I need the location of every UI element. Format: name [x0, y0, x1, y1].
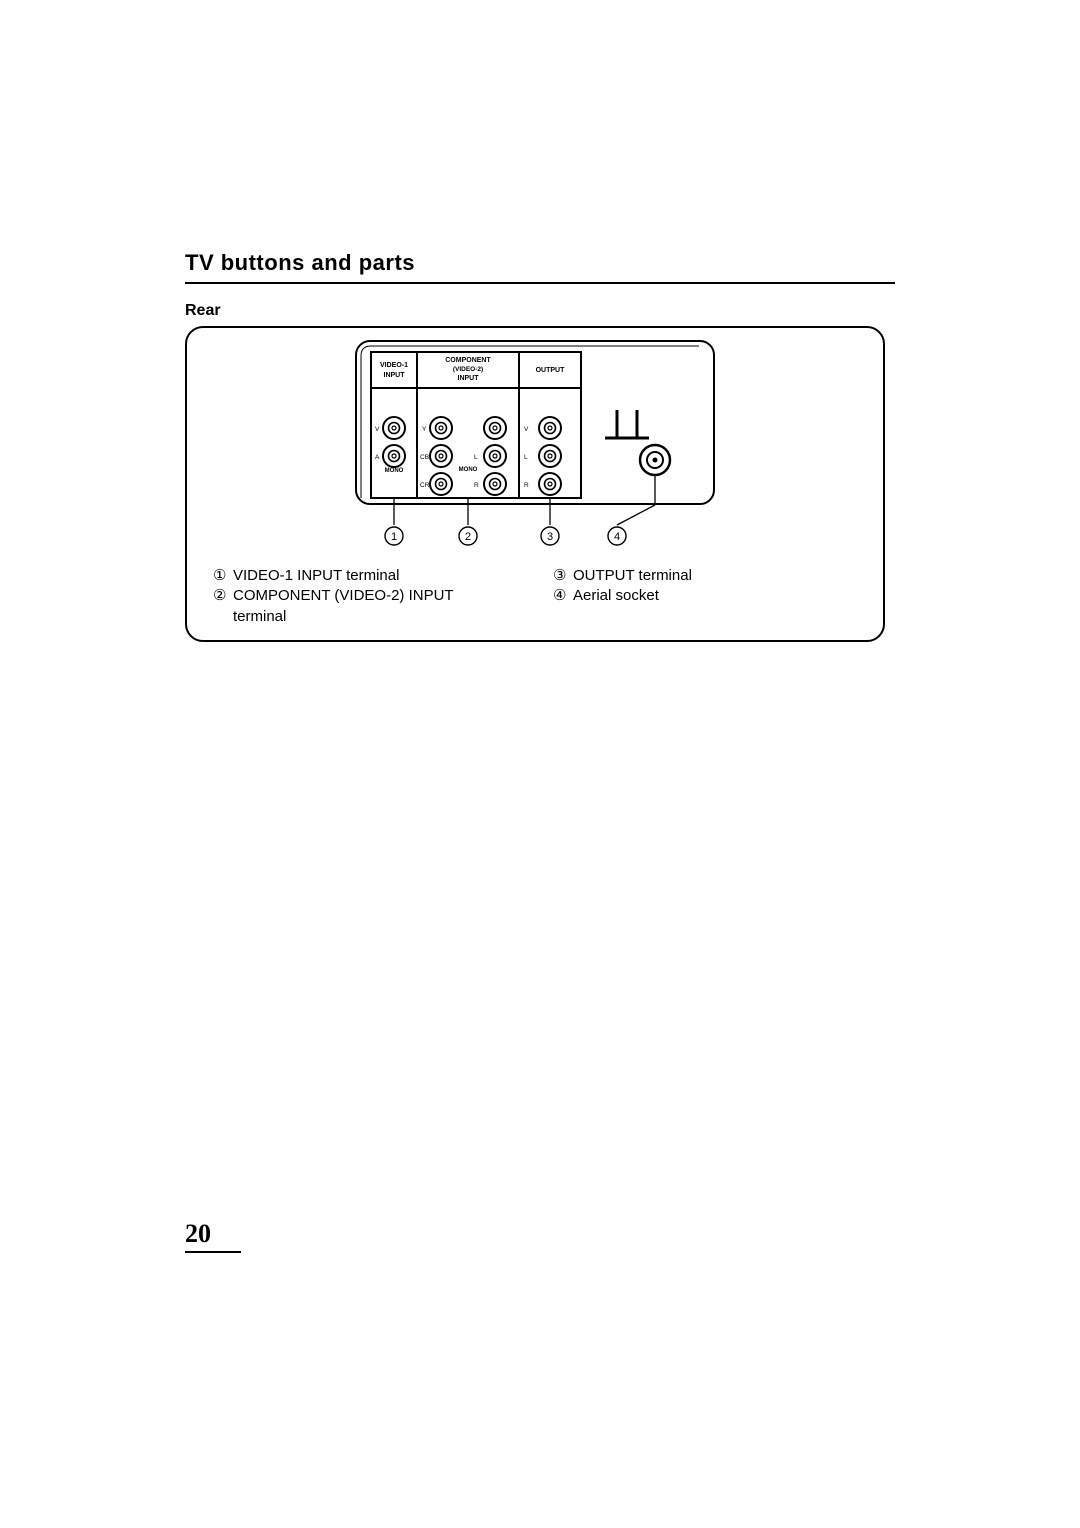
antenna-symbol-icon	[605, 410, 649, 438]
hdr-video1-l2: INPUT	[384, 372, 406, 379]
lbl-c2-mono: MONO	[459, 467, 478, 473]
page-content: TV buttons and parts Rear VIDEO-1 INPUT …	[185, 250, 895, 642]
hdr-output-l1: OUTPUT	[536, 367, 566, 374]
legend-item-4: ④ Aerial socket	[553, 586, 692, 606]
lbl-c1-r1: V	[375, 426, 380, 433]
hdr-comp-l3: INPUT	[458, 375, 480, 382]
hdr-video1-l1: VIDEO-1	[380, 362, 408, 369]
legend-item-1: ① VIDEO-1 INPUT terminal	[213, 566, 493, 586]
legend-num-1: ①	[213, 566, 233, 586]
legend-num-3: ③	[553, 566, 573, 586]
legend-left-col: ① VIDEO-1 INPUT terminal ② COMPONENT (VI…	[213, 566, 493, 627]
legend-right-col: ③ OUTPUT terminal ④ Aerial socket	[553, 566, 692, 627]
lbl-c2r-r2: L	[474, 454, 478, 461]
legend-text-3: OUTPUT terminal	[573, 566, 692, 586]
legend-num-4: ④	[553, 586, 573, 606]
legend-text-4: Aerial socket	[573, 586, 659, 606]
hdr-comp-l1: COMPONENT	[445, 357, 491, 364]
legend-item-3: ③ OUTPUT terminal	[553, 566, 692, 586]
aerial-socket-icon	[640, 445, 670, 475]
section-title: TV buttons and parts	[185, 250, 895, 284]
legend-item-2: ② COMPONENT (VIDEO-2) INPUT terminal	[213, 586, 493, 627]
page-number-block: 20	[185, 1219, 245, 1253]
lbl-c1-r2: A	[375, 454, 380, 461]
lbl-c3-r3: R	[524, 482, 529, 489]
callout-4: 4	[614, 531, 620, 543]
page-number-rule	[185, 1251, 241, 1253]
lbl-c2l-r1: Y	[422, 426, 427, 433]
page-number: 20	[185, 1219, 245, 1249]
lbl-c2r-r3: R	[474, 482, 479, 489]
legend-text-1: VIDEO-1 INPUT terminal	[233, 566, 399, 586]
subheading-rear: Rear	[185, 302, 895, 320]
rear-panel-svg: VIDEO-1 INPUT COMPONENT (VIDEO-2) INPUT …	[355, 340, 715, 550]
legend-text-2: COMPONENT (VIDEO-2) INPUT terminal	[233, 586, 493, 627]
lbl-c1-mono: MONO	[385, 468, 404, 474]
lbl-c2l-r2: CB	[420, 454, 429, 461]
callout-1: 1	[391, 531, 397, 543]
callout-3: 3	[547, 531, 553, 543]
legend: ① VIDEO-1 INPUT terminal ② COMPONENT (VI…	[213, 566, 857, 627]
rear-panel-diagram: VIDEO-1 INPUT COMPONENT (VIDEO-2) INPUT …	[185, 326, 885, 642]
legend-num-2: ②	[213, 586, 233, 627]
callout-2: 2	[465, 531, 471, 543]
hdr-comp-l2: (VIDEO-2)	[453, 366, 483, 373]
lbl-c3-r1: V	[524, 426, 529, 433]
lbl-c2l-r3: CR	[420, 482, 430, 489]
lbl-c3-r2: L	[524, 454, 528, 461]
